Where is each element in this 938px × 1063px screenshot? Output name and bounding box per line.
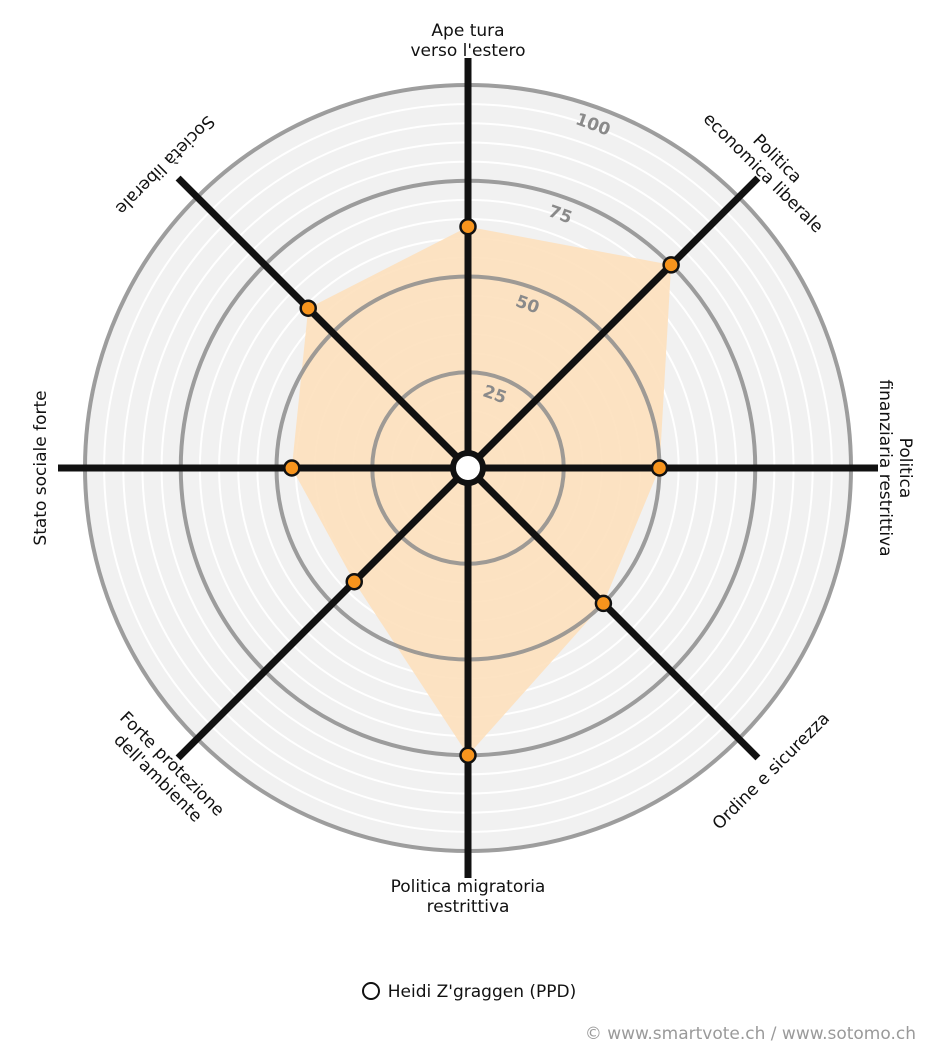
axis-label-line: finanziaria restrittiva (875, 379, 895, 556)
axis-label: Stato sociale forte (31, 390, 51, 545)
data-point (594, 594, 613, 613)
axis-label-line: Stato sociale forte (31, 390, 51, 545)
footer-credit: © www.smartvote.ch / www.sotomo.ch (584, 1024, 916, 1044)
legend-label: Heidi Z'graggen (PPD) (387, 982, 577, 1002)
data-point (299, 299, 317, 317)
data-point (662, 256, 680, 274)
data-point (283, 459, 301, 477)
axis-label: Ape tura verso l'estero (410, 21, 525, 61)
axis-spoke (465, 465, 761, 761)
data-point (650, 459, 669, 477)
axis-spoke (465, 175, 761, 471)
data-point (345, 572, 364, 591)
axis-spoke (175, 175, 471, 471)
axis-label-line: Politica migratoria (391, 877, 546, 897)
axis-label-line: Politica (895, 438, 915, 499)
data-point (459, 746, 477, 764)
axis-label: Politica migratoria restrittiva (391, 877, 546, 917)
center-hub (450, 450, 486, 486)
axis-spoke (175, 465, 471, 761)
axis-label-line: Ape tura (431, 21, 504, 41)
legend: Heidi Z'graggen (PPD) (0, 982, 938, 1002)
axis-label-line: verso l'estero (410, 41, 525, 61)
axis-label-line: restrittiva (427, 897, 510, 917)
legend-marker (361, 982, 380, 1000)
axis-label: Politicafinanziaria restrittiva (875, 379, 915, 556)
data-point (459, 217, 477, 236)
